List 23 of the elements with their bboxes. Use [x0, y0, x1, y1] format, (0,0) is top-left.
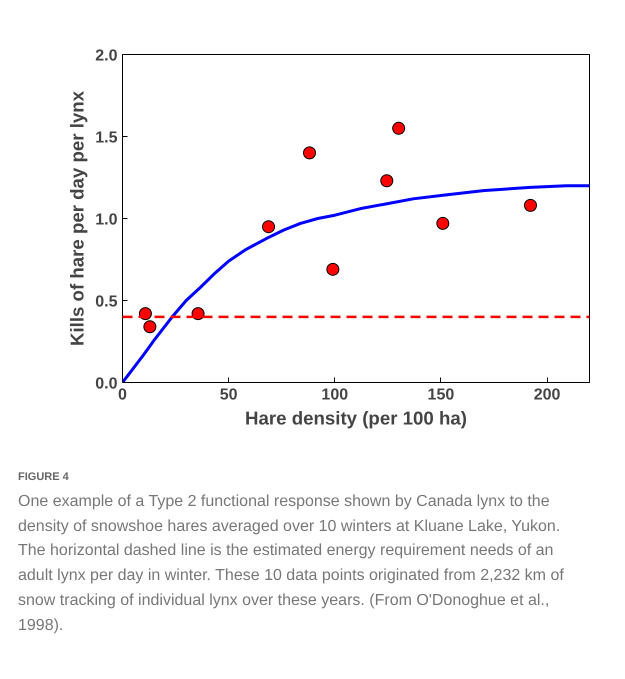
x-axis-title: Hare density (per 100 ha)	[245, 408, 467, 428]
y-tick-label: 0.5	[95, 294, 118, 310]
x-tick-label: 150	[428, 386, 454, 404]
point	[192, 307, 205, 320]
y-tick-label: 1.0	[95, 212, 118, 228]
point	[392, 122, 406, 135]
x-tick-label: 0	[118, 386, 128, 404]
y-axis-title: Kills of hare per day per lynx	[66, 90, 88, 346]
x-tick-label: 200	[534, 386, 560, 404]
point	[380, 174, 394, 188]
caption: FIGURE 4	[18, 470, 70, 485]
point	[436, 216, 450, 230]
y-tick-label: 0.0	[95, 376, 118, 392]
point	[262, 220, 276, 234]
text: One example of a Type 2 functional response shown by Canada lynx to the density of snowshoe hares averaged over 10 winters at Kluane Lake, Yukon. The horizontal dashed line is the estimated energy requirement needs of an adult lynx per day in winter. These 10 data points originated from 2,232 km of snow tracking of individual lynx over these years. (From O'Donoghue et al., 1998).	[18, 492, 565, 636]
x-tick-label: 50	[220, 386, 238, 404]
x-tick-label: 100	[321, 386, 348, 404]
point	[524, 198, 537, 212]
y-tick-label: 2.0	[95, 48, 118, 64]
y-tick-label: 1.5	[95, 130, 118, 146]
point	[143, 320, 156, 334]
point	[303, 146, 316, 160]
point	[326, 262, 340, 276]
